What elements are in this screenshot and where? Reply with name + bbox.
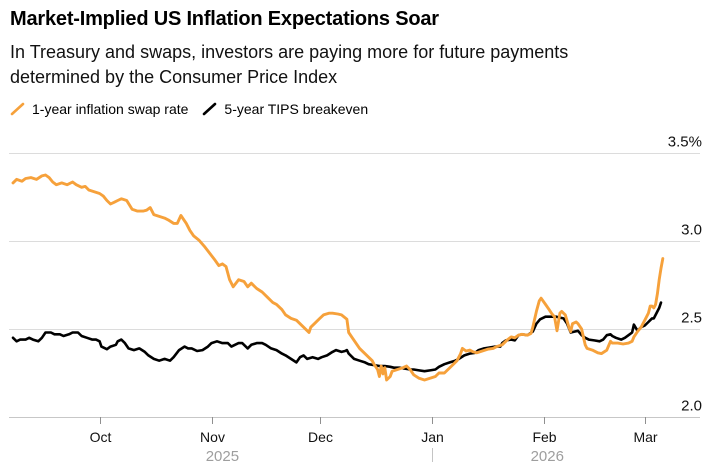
y-axis-label-3.0: 3.0 (681, 222, 702, 239)
subtitle-line-2: determined by the Consumer Price Index (10, 67, 338, 87)
legend-label-1y-swap: 1-year inflation swap rate (32, 101, 189, 117)
subtitle-line-1: In Treasury and swaps, investors are pay… (10, 42, 569, 62)
year-label-2026: 2026 (531, 448, 564, 465)
chart-legend: 1-year inflation swap rate 5-year TIPS b… (10, 101, 700, 117)
legend-item-1y-swap: 1-year inflation swap rate (10, 101, 188, 117)
y-axis-label-2.5: 2.5 (681, 310, 702, 327)
legend-item-5y-tips: 5-year TIPS breakeven (202, 101, 368, 117)
chart-subtitle: In Treasury and swaps, investors are pay… (10, 40, 700, 90)
x-axis-label-Jan: Jan (421, 429, 444, 445)
x-axis-label-Mar: Mar (633, 429, 657, 445)
series-line-swap-rate (11, 173, 665, 382)
orange-line-swatch-icon (10, 102, 25, 116)
y-axis-label-2.0: 2.0 (681, 398, 702, 415)
x-axis-label-Nov: Nov (200, 429, 225, 445)
page-title: Market-Implied US Inflation Expectations… (10, 8, 439, 30)
x-axis-label-Dec: Dec (308, 429, 333, 445)
x-axis-label-Oct: Oct (90, 429, 112, 445)
x-axis-label-Feb: Feb (532, 429, 556, 445)
y-axis-label-3.5%: 3.5% (668, 134, 702, 151)
chart-header: Market-Implied US Inflation Expectations… (10, 6, 700, 117)
year-label-2025: 2025 (206, 448, 239, 465)
black-line-swatch-icon (203, 102, 217, 116)
legend-label-5y-tips: 5-year TIPS breakeven (224, 101, 369, 117)
series-line-tips-breakeven (11, 301, 663, 373)
